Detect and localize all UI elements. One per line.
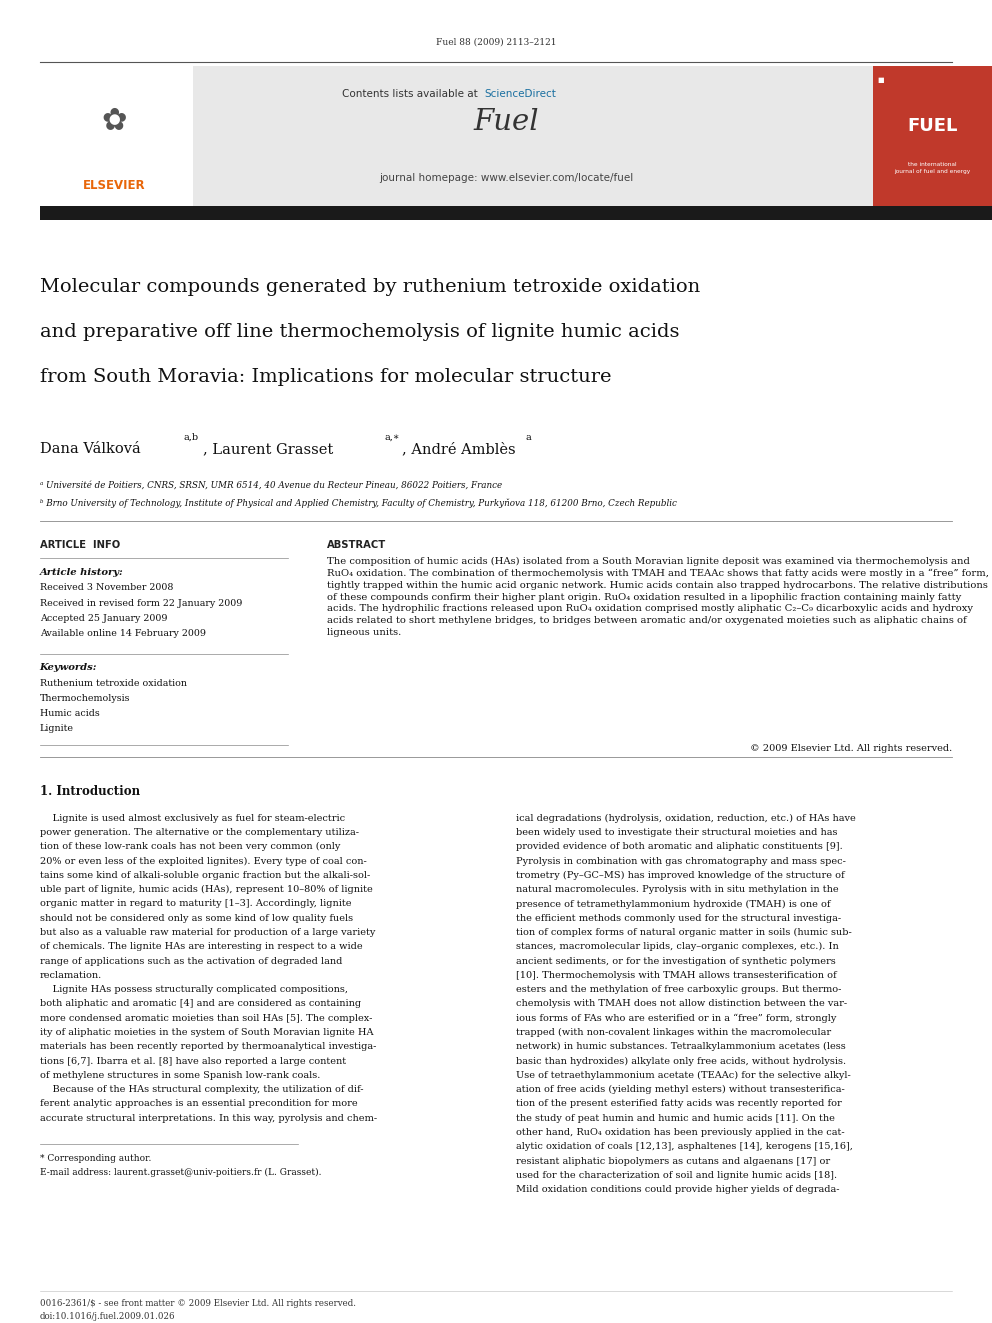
Text: resistant aliphatic biopolymers as cutans and algaenans [17] or: resistant aliphatic biopolymers as cutan…	[516, 1156, 830, 1166]
Text: Pyrolysis in combination with gas chromatography and mass spec-: Pyrolysis in combination with gas chroma…	[516, 856, 846, 865]
Text: Accepted 25 January 2009: Accepted 25 January 2009	[40, 614, 168, 623]
Text: of chemicals. The lignite HAs are interesting in respect to a wide: of chemicals. The lignite HAs are intere…	[40, 942, 362, 951]
Text: tion of the present esterified fatty acids was recently reported for: tion of the present esterified fatty aci…	[516, 1099, 841, 1109]
Text: accurate structural interpretations. In this way, pyrolysis and chem-: accurate structural interpretations. In …	[40, 1114, 377, 1123]
Text: stances, macromolecular lipids, clay–organic complexes, etc.). In: stances, macromolecular lipids, clay–org…	[516, 942, 838, 951]
Text: the study of peat humin and humic and humic acids [11]. On the: the study of peat humin and humic and hu…	[516, 1114, 834, 1123]
Text: © 2009 Elsevier Ltd. All rights reserved.: © 2009 Elsevier Ltd. All rights reserved…	[750, 744, 952, 753]
Text: Lignite HAs possess structurally complicated compositions,: Lignite HAs possess structurally complic…	[40, 986, 347, 994]
Text: E-mail address: laurent.grasset@univ-poitiers.fr (L. Grasset).: E-mail address: laurent.grasset@univ-poi…	[40, 1168, 321, 1176]
Text: The composition of humic acids (HAs) isolated from a South Moravian lignite depo: The composition of humic acids (HAs) iso…	[327, 557, 989, 636]
Text: the international
journal of fuel and energy: the international journal of fuel and en…	[895, 163, 970, 173]
Text: Contents lists available at: Contents lists available at	[342, 89, 481, 99]
Text: Ruthenium tetroxide oxidation: Ruthenium tetroxide oxidation	[40, 679, 186, 688]
Text: FUEL: FUEL	[908, 116, 957, 135]
Text: ancient sediments, or for the investigation of synthetic polymers: ancient sediments, or for the investigat…	[516, 957, 835, 966]
Text: chemolysis with TMAH does not allow distinction between the var-: chemolysis with TMAH does not allow dist…	[516, 999, 847, 1008]
Text: Received 3 November 2008: Received 3 November 2008	[40, 583, 173, 593]
Text: Fuel: Fuel	[473, 108, 539, 136]
Text: Because of the HAs structural complexity, the utilization of dif-: Because of the HAs structural complexity…	[40, 1085, 363, 1094]
Text: Keywords:: Keywords:	[40, 663, 97, 672]
Text: ■: ■	[877, 77, 884, 83]
Text: esters and the methylation of free carboxylic groups. But thermo-: esters and the methylation of free carbo…	[516, 986, 841, 994]
Text: natural macromolecules. Pyrolysis with in situ methylation in the: natural macromolecules. Pyrolysis with i…	[516, 885, 838, 894]
Text: been widely used to investigate their structural moieties and has: been widely used to investigate their st…	[516, 828, 837, 837]
Text: more condensed aromatic moieties than soil HAs [5]. The complex-: more condensed aromatic moieties than so…	[40, 1013, 372, 1023]
Text: journal homepage: www.elsevier.com/locate/fuel: journal homepage: www.elsevier.com/locat…	[379, 173, 633, 184]
Text: but also as a valuable raw material for production of a large variety: but also as a valuable raw material for …	[40, 927, 375, 937]
Text: ious forms of FAs who are esterified or in a “free” form, strongly: ious forms of FAs who are esterified or …	[516, 1013, 836, 1023]
Text: power generation. The alternative or the complementary utiliza-: power generation. The alternative or the…	[40, 828, 359, 837]
Text: other hand, RuO₄ oxidation has been previously applied in the cat-: other hand, RuO₄ oxidation has been prev…	[516, 1129, 844, 1136]
Text: ical degradations (hydrolysis, oxidation, reduction, etc.) of HAs have: ical degradations (hydrolysis, oxidation…	[516, 814, 855, 823]
Text: Thermochemolysis: Thermochemolysis	[40, 693, 130, 703]
Text: from South Moravia: Implications for molecular structure: from South Moravia: Implications for mol…	[40, 368, 611, 386]
Text: should not be considered only as some kind of low quality fuels: should not be considered only as some ki…	[40, 914, 353, 922]
Text: ✿: ✿	[101, 107, 127, 136]
Text: tions [6,7]. Ibarra et al. [8] have also reported a large content: tions [6,7]. Ibarra et al. [8] have also…	[40, 1057, 346, 1065]
Text: network) in humic substances. Tetraalkylammonium acetates (less: network) in humic substances. Tetraalkyl…	[516, 1043, 845, 1052]
Text: doi:10.1016/j.fuel.2009.01.026: doi:10.1016/j.fuel.2009.01.026	[40, 1312, 176, 1322]
Text: ARTICLE  INFO: ARTICLE INFO	[40, 540, 120, 550]
Bar	[40, 66, 193, 209]
Text: , Laurent Grasset: , Laurent Grasset	[203, 442, 333, 456]
Text: a,∗: a,∗	[385, 433, 401, 442]
Text: and preparative off line thermochemolysis of lignite humic acids: and preparative off line thermochemolysi…	[40, 323, 680, 341]
Text: 0016-2361/$ - see front matter © 2009 Elsevier Ltd. All rights reserved.: 0016-2361/$ - see front matter © 2009 El…	[40, 1299, 356, 1308]
Text: a: a	[526, 433, 532, 442]
Text: presence of tetramethylammonium hydroxide (TMAH) is one of: presence of tetramethylammonium hydroxid…	[516, 900, 830, 909]
Text: Dana Válková: Dana Válková	[40, 442, 141, 456]
Text: Humic acids: Humic acids	[40, 709, 99, 718]
Text: ScienceDirect: ScienceDirect	[484, 89, 556, 99]
Text: Molecular compounds generated by ruthenium tetroxide oxidation: Molecular compounds generated by rutheni…	[40, 278, 700, 296]
Text: trapped (with non-covalent linkages within the macromolecular: trapped (with non-covalent linkages with…	[516, 1028, 831, 1037]
Text: Use of tetraethylammonium acetate (TEAAc) for the selective alkyl-: Use of tetraethylammonium acetate (TEAAc…	[516, 1070, 850, 1080]
Text: alytic oxidation of coals [12,13], asphaltenes [14], kerogens [15,16],: alytic oxidation of coals [12,13], aspha…	[516, 1142, 853, 1151]
Text: Lignite is used almost exclusively as fuel for steam-electric: Lignite is used almost exclusively as fu…	[40, 814, 345, 823]
Text: basic than hydroxides) alkylate only free acids, without hydrolysis.: basic than hydroxides) alkylate only fre…	[516, 1057, 846, 1065]
Text: Lignite: Lignite	[40, 725, 73, 733]
Text: Received in revised form 22 January 2009: Received in revised form 22 January 2009	[40, 598, 242, 607]
Text: Mild oxidation conditions could provide higher yields of degrada-: Mild oxidation conditions could provide …	[516, 1185, 839, 1195]
Text: tion of complex forms of natural organic matter in soils (humic sub-: tion of complex forms of natural organic…	[516, 927, 851, 937]
Text: provided evidence of both aromatic and aliphatic constituents [9].: provided evidence of both aromatic and a…	[516, 843, 842, 851]
Text: [10]. Thermochemolysis with TMAH allows transesterification of: [10]. Thermochemolysis with TMAH allows …	[516, 971, 836, 980]
Text: ation of free acids (yielding methyl esters) without transesterifica-: ation of free acids (yielding methyl est…	[516, 1085, 844, 1094]
Text: ᵃ Université de Poitiers, CNRS, SRSN, UMR 6514, 40 Avenue du Recteur Pineau, 860: ᵃ Université de Poitiers, CNRS, SRSN, UM…	[40, 480, 502, 490]
Text: Fuel 88 (2009) 2113–2121: Fuel 88 (2009) 2113–2121	[435, 37, 557, 46]
Text: used for the characterization of soil and lignite humic acids [18].: used for the characterization of soil an…	[516, 1171, 837, 1180]
Text: 20% or even less of the exploited lignites). Every type of coal con-: 20% or even less of the exploited lignit…	[40, 856, 366, 865]
Text: a,b: a,b	[184, 433, 198, 442]
Text: * Corresponding author.: * Corresponding author.	[40, 1155, 151, 1163]
Text: organic matter in regard to maturity [1–3]. Accordingly, lignite: organic matter in regard to maturity [1–…	[40, 900, 351, 909]
Text: ferent analytic approaches is an essential precondition for more: ferent analytic approaches is an essenti…	[40, 1099, 357, 1109]
Text: , André Amblès: , André Amblès	[402, 442, 516, 456]
Text: Available online 14 February 2009: Available online 14 February 2009	[40, 630, 205, 638]
Bar	[873, 66, 992, 209]
Bar	[40, 206, 992, 220]
Text: the efficient methods commonly used for the structural investiga-: the efficient methods commonly used for …	[516, 914, 841, 922]
Text: reclamation.: reclamation.	[40, 971, 102, 980]
Bar	[193, 66, 873, 209]
Text: ELSEVIER: ELSEVIER	[82, 179, 146, 192]
Text: of methylene structures in some Spanish low-rank coals.: of methylene structures in some Spanish …	[40, 1070, 320, 1080]
Text: both aliphatic and aromatic [4] and are considered as containing: both aliphatic and aromatic [4] and are …	[40, 999, 361, 1008]
Text: tains some kind of alkali-soluble organic fraction but the alkali-sol-: tains some kind of alkali-soluble organi…	[40, 871, 370, 880]
Text: tion of these low-rank coals has not been very common (only: tion of these low-rank coals has not bee…	[40, 843, 340, 851]
Text: ᵇ Brno University of Technology, Institute of Physical and Applied Chemistry, Fa: ᵇ Brno University of Technology, Institu…	[40, 499, 677, 508]
Text: Article history:: Article history:	[40, 568, 123, 577]
Text: trometry (Py–GC–MS) has improved knowledge of the structure of: trometry (Py–GC–MS) has improved knowled…	[516, 871, 844, 880]
Text: uble part of lignite, humic acids (HAs), represent 10–80% of lignite: uble part of lignite, humic acids (HAs),…	[40, 885, 372, 894]
Text: materials has been recently reported by thermoanalytical investiga-: materials has been recently reported by …	[40, 1043, 376, 1052]
Text: range of applications such as the activation of degraded land: range of applications such as the activa…	[40, 957, 342, 966]
Text: ity of aliphatic moieties in the system of South Moravian lignite HA: ity of aliphatic moieties in the system …	[40, 1028, 373, 1037]
Text: ABSTRACT: ABSTRACT	[327, 540, 387, 550]
Text: 1. Introduction: 1. Introduction	[40, 785, 140, 798]
